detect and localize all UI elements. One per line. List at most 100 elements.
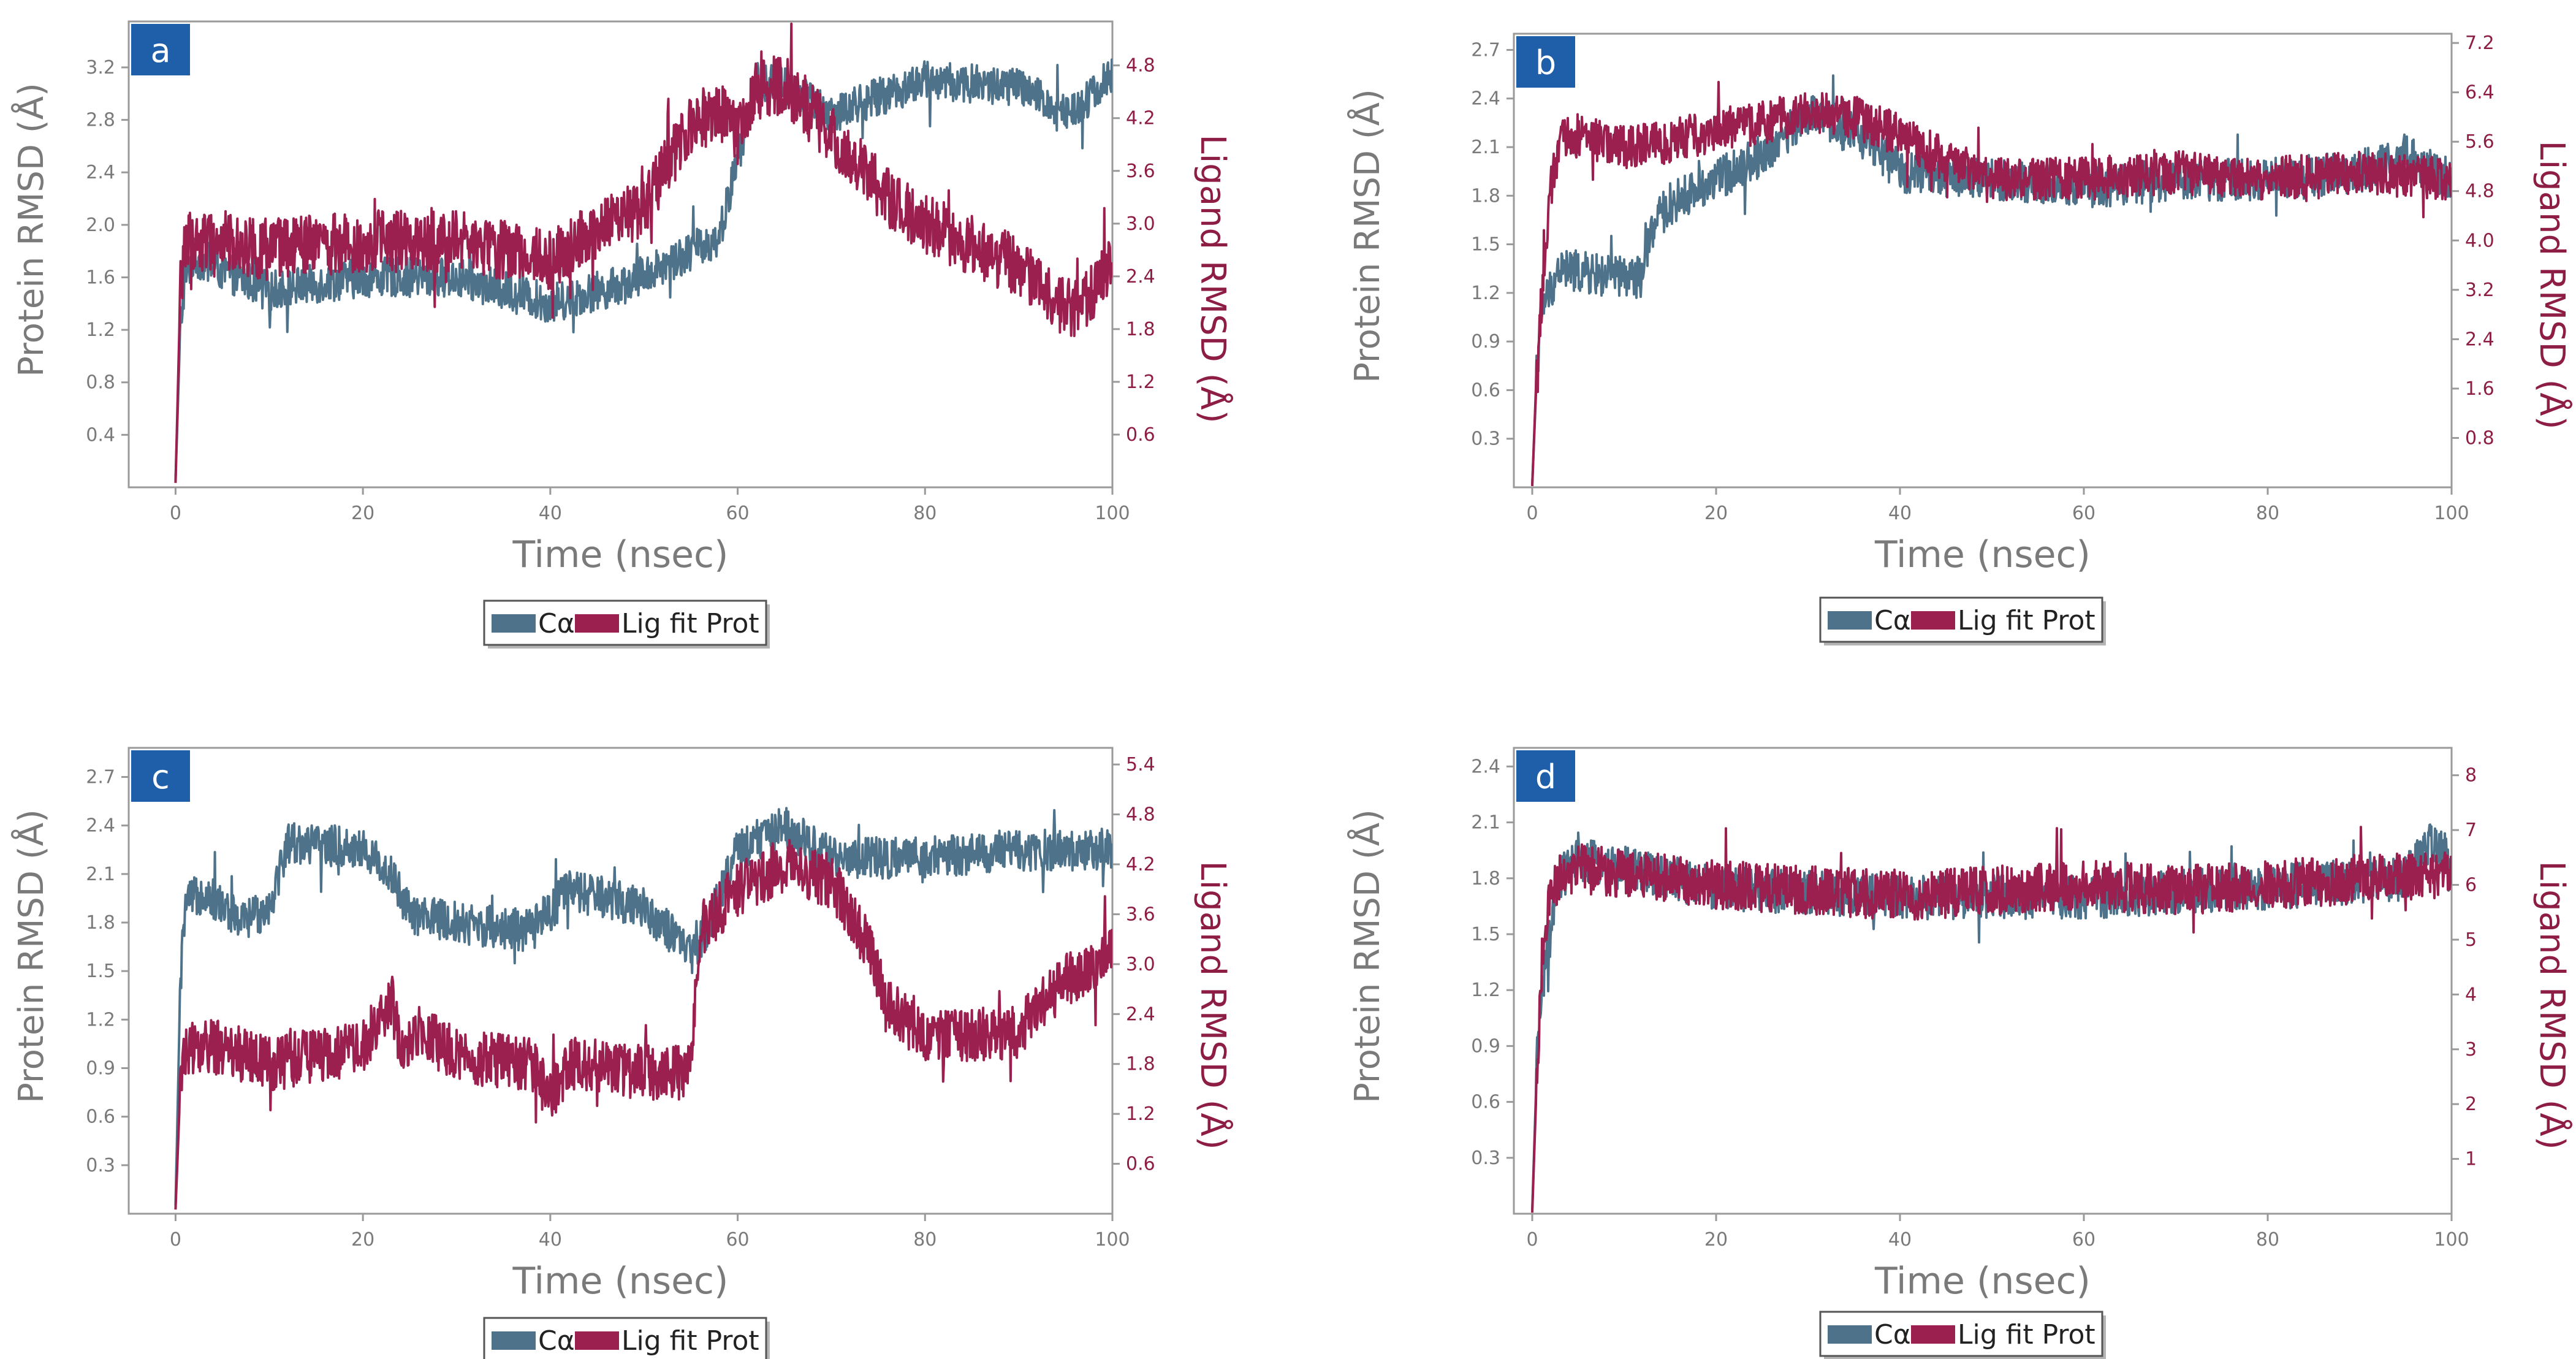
y-tick-label: 0.9 (1471, 1035, 1500, 1057)
legend-label-ligand: Lig fit Prot (621, 1325, 759, 1357)
y-right-tick-label: 1.6 (2465, 378, 2494, 400)
y-tick-label: 1.2 (86, 1009, 115, 1030)
y-right-tick-label: 1 (2465, 1149, 2477, 1170)
y-right-tick-label: 6 (2465, 875, 2477, 896)
y-tick-label: 2.7 (86, 767, 115, 788)
y-right-tick-label: 3.6 (1126, 161, 1155, 182)
legend-label-ligand: Lig fit Prot (1958, 1319, 2095, 1350)
x-tick-label: 0 (170, 1229, 181, 1251)
y-right-tick-label: 3.2 (2465, 280, 2494, 301)
legend-swatch-ligand (575, 1331, 619, 1350)
x-tick-label: 100 (2434, 503, 2469, 524)
x-tick-label: 80 (2256, 503, 2279, 524)
plot-frame (1513, 32, 2453, 489)
legend-swatch-protein (492, 1331, 536, 1350)
panel-label-box (131, 24, 190, 75)
y-right-tick-label: 2.4 (1126, 266, 1155, 287)
y-right-tick-label: 4 (2465, 984, 2477, 1005)
y-right-tick-label: 8 (2465, 765, 2477, 786)
y-right-tick-label: 1.2 (1126, 1103, 1155, 1125)
y-right-tick-label: 4.2 (1126, 854, 1155, 875)
y-tick-label: 1.8 (1471, 185, 1500, 207)
legend-label-protein: Cα (1874, 1319, 1911, 1350)
x-tick-label: 0 (170, 503, 181, 524)
y-tick-label: 1.6 (86, 267, 115, 288)
y-tick-label: 0.8 (86, 372, 115, 394)
y-right-tick-label: 2 (2465, 1094, 2477, 1115)
x-tick-label: 60 (2072, 503, 2095, 524)
x-tick-label: 100 (1095, 1229, 1130, 1251)
x-tick-label: 100 (1095, 503, 1130, 524)
x-axis-label: Time (nsec) (1874, 1260, 2091, 1303)
y-tick-label: 0.6 (1471, 1092, 1500, 1113)
x-tick-label: 20 (351, 1229, 374, 1251)
y-right-axis-label: Ligand RMSD (Å) (1193, 861, 1233, 1149)
legend-label-ligand: Lig fit Prot (621, 608, 759, 639)
y-tick-label: 0.9 (1471, 331, 1500, 352)
y-tick-label: 0.9 (86, 1058, 115, 1079)
x-tick-label: 40 (1888, 1229, 1912, 1251)
y-right-tick-label: 0.6 (1126, 424, 1155, 446)
y-tick-label: 1.2 (1471, 980, 1500, 1001)
y-right-tick-label: 7.2 (2465, 32, 2494, 54)
y-right-tick-label: 3.0 (1126, 213, 1155, 235)
y-tick-label: 0.4 (86, 424, 115, 446)
y-right-tick-label: 2.4 (1126, 1003, 1155, 1025)
x-tick-label: 40 (539, 1229, 562, 1251)
y-right-tick-label: 7 (2465, 820, 2477, 841)
y-right-tick-label: 1.8 (1126, 1054, 1155, 1075)
panel-label-box (1516, 36, 1575, 88)
x-axis-label: Time (nsec) (512, 533, 729, 576)
y-tick-label: 1.5 (1471, 234, 1500, 256)
x-axis-label: Time (nsec) (512, 1260, 729, 1303)
y-tick-label: 1.5 (86, 961, 115, 982)
panel-label: c (151, 758, 170, 796)
x-tick-label: 20 (1704, 503, 1728, 524)
chart-panel-a: 0 20 40 60 80 100 0.4 0.8 1.2 1.6 2.0 2.4 2.8 3.2 0.6 1… (11, 20, 1233, 649)
x-tick-label: 60 (2072, 1229, 2095, 1251)
legend-label-ligand: Lig fit Prot (1958, 605, 2095, 636)
y-tick-label: 2.1 (1471, 812, 1500, 834)
y-tick-label: 1.2 (86, 319, 115, 341)
y-tick-label: 1.8 (1471, 868, 1500, 889)
panel-label: b (1535, 44, 1556, 82)
x-tick-label: 40 (1888, 503, 1912, 524)
y-tick-label: 2.1 (86, 864, 115, 885)
series-line-protein (174, 58, 1112, 481)
y-right-tick-label: 3 (2465, 1039, 2477, 1060)
y-right-tick-label: 1.2 (1126, 371, 1155, 393)
plot-frame (127, 747, 1114, 1215)
x-tick-label: 0 (1526, 1229, 1538, 1251)
panel-label: d (1535, 758, 1556, 796)
chart-panel-b: 0 20 40 60 80 100 0.3 0.6 0.9 1.2 1.5 1.8 2.1 2.4 2.7 0… (1347, 32, 2572, 645)
y-tick-label: 0.3 (1471, 1148, 1500, 1169)
y-axis-label: Protein RMSD (Å) (1347, 809, 1388, 1103)
y-right-tick-label: 4.8 (1126, 55, 1155, 77)
y-right-axis-label: Ligand RMSD (Å) (1193, 134, 1233, 423)
legend: Cα Lig fit Prot (483, 1317, 770, 1359)
y-tick-label: 2.0 (86, 215, 115, 236)
panel-label-box (131, 750, 190, 802)
y-axis-label: Protein RMSD (Å) (1347, 89, 1388, 383)
legend-swatch-ligand (1911, 611, 1955, 630)
legend-label-protein: Cα (538, 608, 575, 639)
chart-panel-c: 0 20 40 60 80 100 0.3 0.6 0.9 1.2 1.5 1.8 2.1 2.4 2.7 0… (11, 747, 1233, 1359)
y-right-tick-label: 3.0 (1126, 954, 1155, 975)
y-right-tick-label: 4.2 (1126, 108, 1155, 129)
y-right-tick-label: 4.0 (2465, 230, 2494, 251)
y-tick-label: 2.4 (86, 162, 115, 183)
legend-swatch-protein (1828, 1325, 1872, 1344)
y-tick-label: 2.8 (86, 110, 115, 131)
legend: Cα Lig fit Prot (1819, 596, 2106, 645)
y-right-axis-label: Ligand RMSD (Å) (2532, 140, 2572, 429)
legend-label-protein: Cα (538, 1325, 575, 1357)
y-tick-label: 0.6 (1471, 379, 1500, 401)
legend-swatch-ligand (575, 614, 619, 633)
x-tick-label: 60 (726, 503, 749, 524)
y-right-tick-label: 5 (2465, 929, 2477, 951)
y-tick-label: 2.1 (1471, 137, 1500, 158)
x-tick-label: 60 (726, 1229, 749, 1251)
y-right-tick-label: 6.4 (2465, 82, 2494, 104)
x-tick-label: 0 (1526, 503, 1538, 524)
y-tick-label: 3.2 (86, 57, 115, 78)
